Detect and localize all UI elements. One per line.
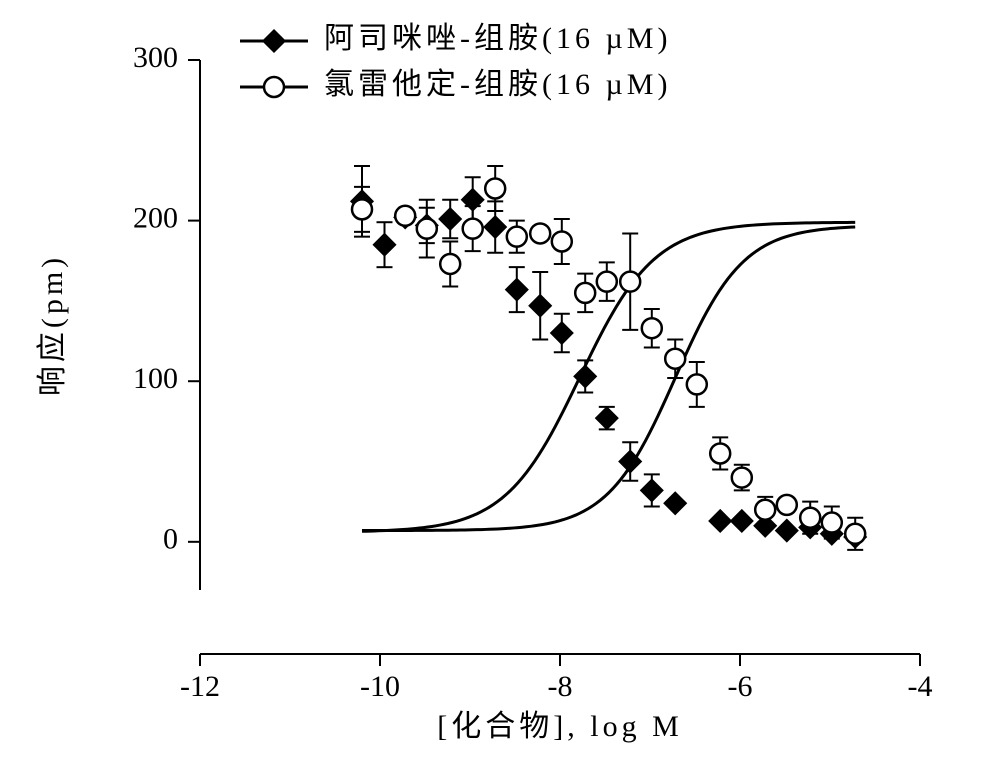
x-tick-label: -10 [360, 670, 400, 703]
marker-loratadine [755, 500, 775, 520]
y-tick-label: 200 [133, 201, 178, 234]
marker-loratadine [552, 231, 572, 251]
x-tick-label: -8 [548, 670, 573, 703]
x-tick-label: -6 [728, 670, 753, 703]
y-axis-label: 响应(pm) [36, 254, 69, 396]
x-tick-label: -4 [908, 670, 933, 703]
marker-loratadine [665, 349, 685, 369]
marker-loratadine [530, 223, 550, 243]
marker-loratadine [463, 219, 483, 239]
y-tick-label: 300 [133, 41, 178, 74]
marker-loratadine [732, 468, 752, 488]
legend-label: 氯雷他定-组胺(16 µM) [324, 68, 671, 101]
marker-loratadine [440, 254, 460, 274]
marker-loratadine [597, 272, 617, 292]
marker-loratadine [710, 443, 730, 463]
marker-loratadine [575, 283, 595, 303]
dose-response-chart: 0 100 200 300 响应(pm) -12 -10 -8 -6 -4 [化合物], log M… [0, 0, 1000, 771]
marker-loratadine [395, 206, 415, 226]
marker-loratadine [777, 495, 797, 515]
x-tick-label: -12 [180, 670, 220, 703]
marker-loratadine [352, 199, 372, 219]
marker-loratadine [620, 272, 640, 292]
legend-marker [264, 77, 284, 97]
marker-loratadine [485, 178, 505, 198]
marker-loratadine [507, 227, 527, 247]
marker-loratadine [845, 524, 865, 544]
marker-loratadine [642, 318, 662, 338]
marker-loratadine [417, 219, 437, 239]
marker-loratadine [822, 513, 842, 533]
y-tick-label: 100 [133, 362, 178, 395]
marker-loratadine [687, 374, 707, 394]
legend-label: 阿司咪唑-组胺(16 µM) [324, 22, 671, 55]
x-axis-label: [化合物], log M [437, 710, 683, 743]
y-tick-label: 0 [163, 523, 178, 556]
marker-loratadine [800, 508, 820, 528]
